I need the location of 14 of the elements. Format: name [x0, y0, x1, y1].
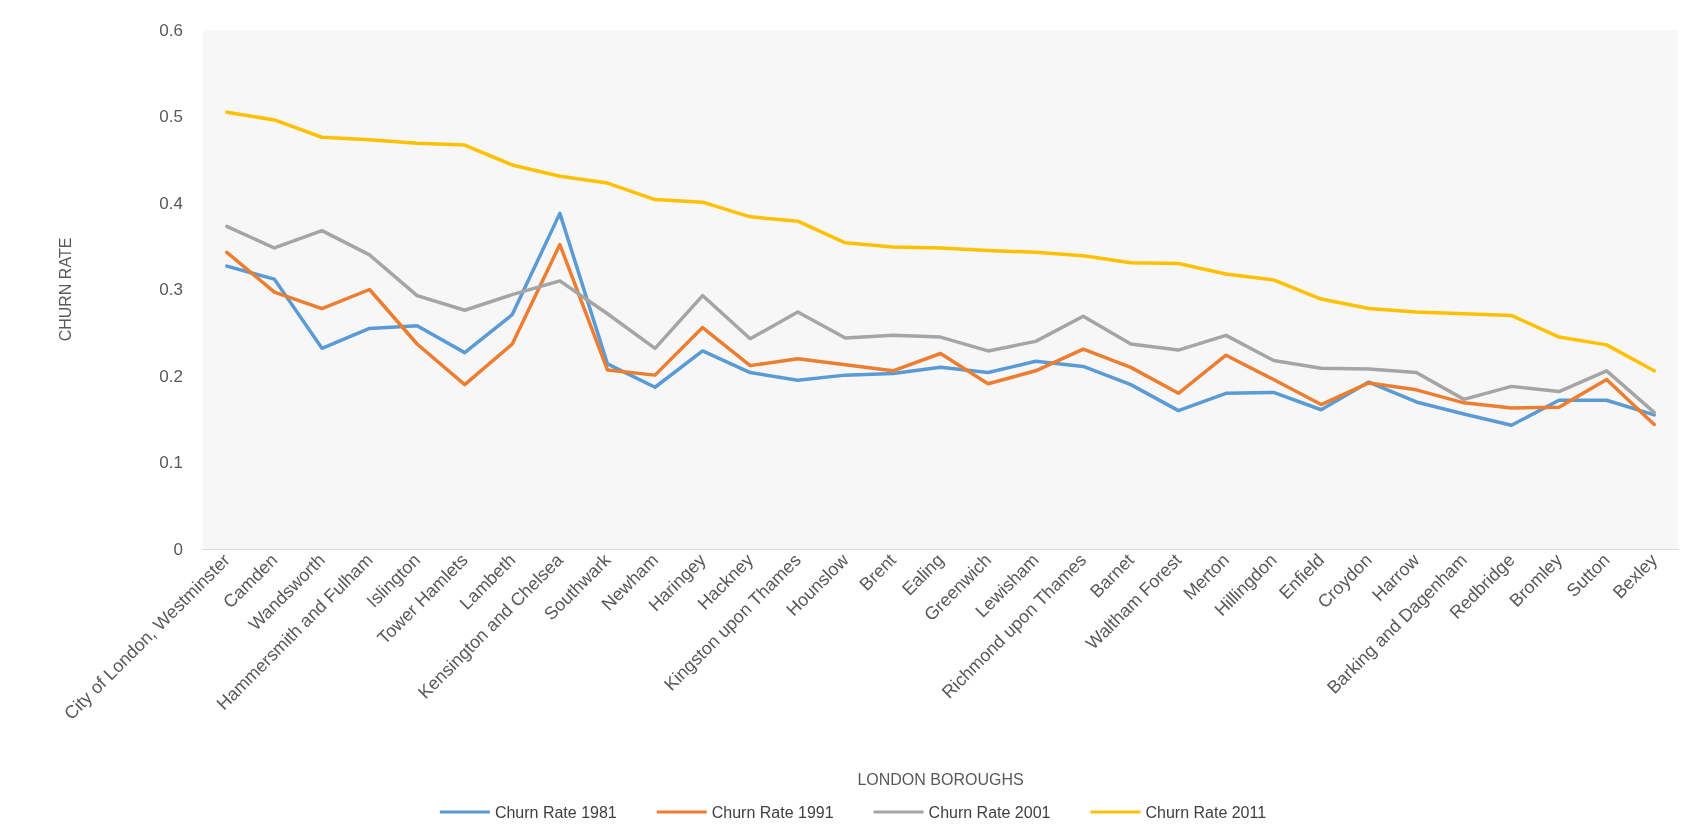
x-axis-title: LONDON BOROUGHS [857, 770, 1024, 788]
legend-label: Churn Rate 2001 [928, 803, 1051, 821]
line-series [225, 110, 1656, 373]
y-tick-label: 0.3 [159, 280, 183, 299]
legend-label: Churn Rate 1991 [711, 803, 834, 821]
y-tick-label: 0 [173, 539, 183, 559]
y-tick-label: 0.1 [159, 453, 183, 472]
y-tick-label: 0.2 [159, 366, 183, 386]
legend-label: Churn Rate 2011 [1145, 803, 1267, 821]
y-tick-label: 0.6 [159, 20, 183, 40]
y-axis-title: CHURN RATE [56, 237, 74, 342]
y-tick-label: 0.5 [159, 107, 183, 126]
legend-label: Churn Rate 1981 [494, 803, 617, 821]
y-tick-label: 0.4 [159, 193, 183, 213]
